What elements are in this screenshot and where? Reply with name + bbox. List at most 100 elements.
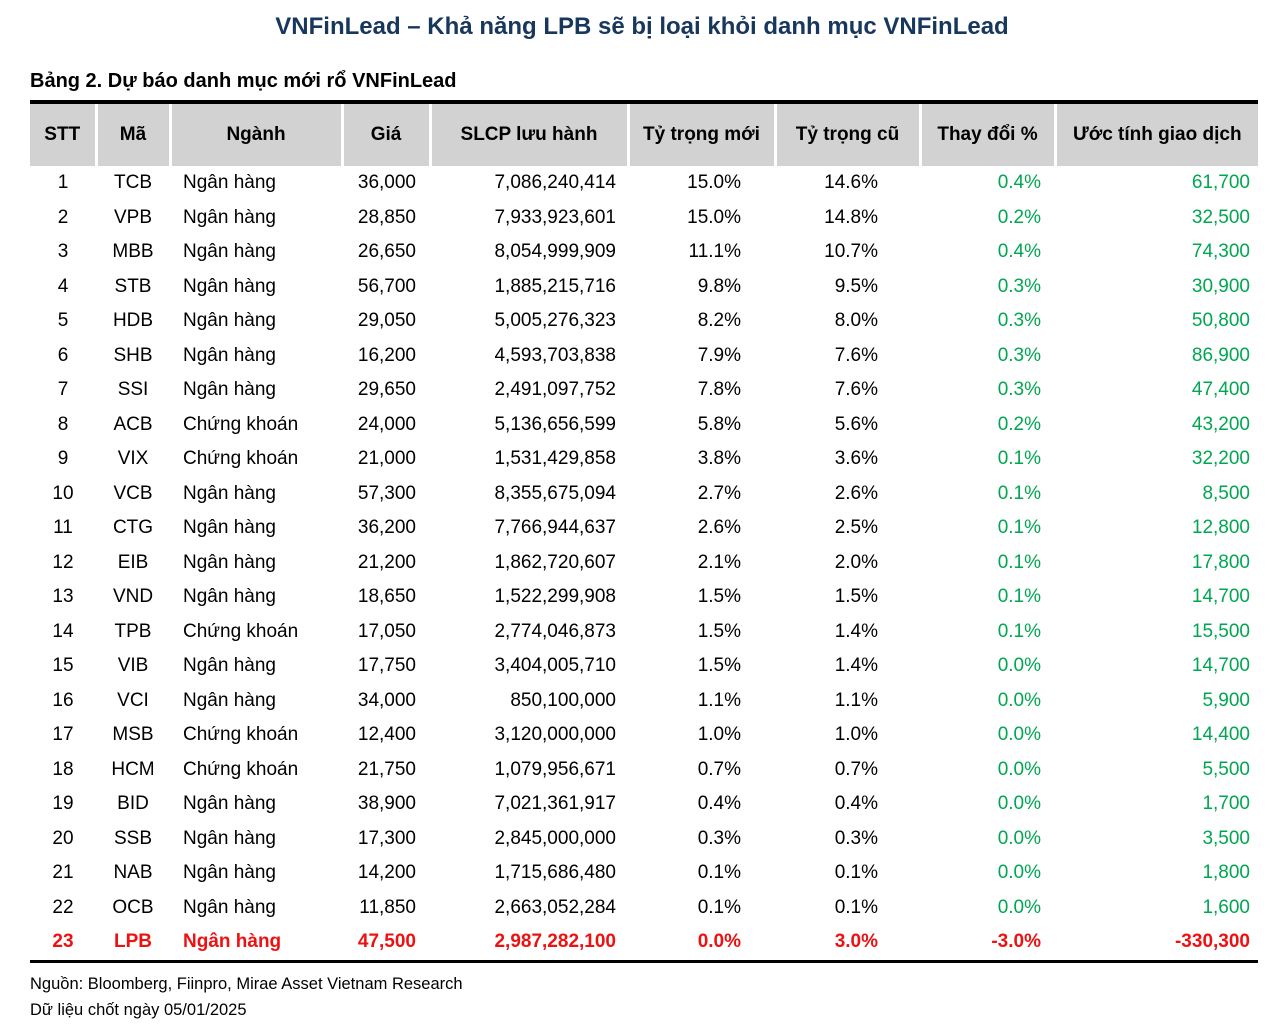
- data-date-note: Dữ liệu chốt ngày 05/01/2025: [30, 1000, 247, 1019]
- cell-shares-outstanding: 2,845,000,000: [494, 827, 616, 849]
- cell-sector: Ngân hàng: [183, 275, 276, 297]
- cell-old-weight: 7.6%: [834, 379, 878, 401]
- data-table: STT Mã Ngành Giá SLCP lưu hành Tỷ trọng …: [30, 104, 1258, 960]
- cell-change-pct: 0.1%: [997, 586, 1041, 608]
- cell-new-weight: 7.8%: [697, 379, 741, 401]
- cell-new-weight: 1.1%: [697, 689, 741, 711]
- cell-estimated-trade: 61,700: [1191, 172, 1250, 194]
- cell-ticker: VPB: [113, 206, 153, 228]
- table-row: 6 SHB Ngân hàng 16,200 4,593,703,838 7.9% 7.6%…: [30, 339, 1258, 374]
- table-row: 23 LPB Ngân hàng 47,500 2,987,282,100 0.0% 3.0…: [30, 925, 1258, 960]
- cell-price: 16,200: [357, 344, 416, 366]
- cell-estimated-trade: 47,400: [1191, 379, 1250, 401]
- cell-estimated-trade: 1,700: [1202, 793, 1250, 815]
- cell-sector: Ngân hàng: [183, 310, 276, 332]
- cell-estimated-trade: 14,700: [1191, 586, 1250, 608]
- cell-estimated-trade: 14,400: [1191, 724, 1250, 746]
- cell-estimated-trade: 5,500: [1202, 758, 1250, 780]
- cell-shares-outstanding: 5,005,276,323: [494, 310, 616, 332]
- table-row: 7 SSI Ngân hàng 29,650 2,491,097,752 7.8% 7.6%…: [30, 373, 1258, 408]
- table-row: 19 BID Ngân hàng 38,900 7,021,361,917 0.4% 0.4…: [30, 787, 1258, 822]
- cell-change-pct: 0.0%: [997, 862, 1041, 884]
- cell-price: 36,200: [357, 517, 416, 539]
- cell-shares-outstanding: 3,120,000,000: [494, 724, 616, 746]
- table-body: 1 TCB Ngân hàng 36,000 7,086,240,414 15.0% 14.…: [30, 166, 1258, 960]
- cell-ticker: MBB: [112, 241, 154, 263]
- cell-price: 17,300: [357, 827, 416, 849]
- cell-price: 47,500: [357, 931, 416, 953]
- footer: Nguồn: Bloomberg, Fiinpro, Mirae Asset V…: [30, 971, 1258, 1023]
- cell-sector: Ngân hàng: [183, 896, 276, 918]
- cell-old-weight: 2.6%: [834, 482, 878, 504]
- cell-estimated-trade: 1,800: [1202, 862, 1250, 884]
- cell-change-pct: 0.3%: [997, 379, 1041, 401]
- cell-old-weight: 3.6%: [834, 448, 878, 470]
- page-title: VNFinLead – Khả năng LPB sẽ bị loại khỏi…: [275, 13, 1009, 40]
- cell-old-weight: 14.6%: [824, 172, 878, 194]
- cell-shares-outstanding: 1,079,956,671: [494, 758, 616, 780]
- cell-ticker: MSB: [112, 724, 154, 746]
- cell-price: 28,850: [357, 206, 416, 228]
- cell-old-weight: 10.7%: [824, 241, 878, 263]
- cell-shares-outstanding: 8,355,675,094: [494, 482, 616, 504]
- cell-new-weight: 1.5%: [697, 586, 741, 608]
- cell-new-weight: 2.7%: [697, 482, 741, 504]
- cell-change-pct: 0.3%: [997, 310, 1041, 332]
- cell-old-weight: 0.1%: [834, 862, 878, 884]
- cell-stt: 20: [52, 827, 74, 849]
- cell-old-weight: 2.0%: [834, 551, 878, 573]
- cell-estimated-trade: 15,500: [1191, 620, 1250, 642]
- cell-price: 12,400: [357, 724, 416, 746]
- cell-shares-outstanding: 7,086,240,414: [494, 172, 616, 194]
- table-row: 18 HCM Chứng khoán 21,750 1,079,956,671 0.7% 0…: [30, 753, 1258, 788]
- table-row: 11 CTG Ngân hàng 36,200 7,766,944,637 2.6% 2.5…: [30, 511, 1258, 546]
- cell-stt: 3: [57, 241, 69, 263]
- cell-change-pct: 0.0%: [997, 724, 1041, 746]
- cell-ticker: VIB: [117, 655, 149, 677]
- table-row: 15 VIB Ngân hàng 17,750 3,404,005,710 1.5% 1.4…: [30, 649, 1258, 684]
- cell-ticker: VND: [112, 586, 154, 608]
- table-row: 21 NAB Ngân hàng 14,200 1,715,686,480 0.1% 0.1…: [30, 856, 1258, 891]
- cell-sector: Ngân hàng: [183, 862, 276, 884]
- cell-estimated-trade: 43,200: [1191, 413, 1250, 435]
- cell-estimated-trade: 8,500: [1202, 482, 1250, 504]
- cell-stt: 15: [52, 655, 74, 677]
- cell-change-pct: 0.0%: [997, 689, 1041, 711]
- cell-stt: 16: [52, 689, 74, 711]
- cell-ticker: HDB: [112, 310, 154, 332]
- cell-ticker: BID: [117, 793, 149, 815]
- cell-estimated-trade: 86,900: [1191, 344, 1250, 366]
- cell-old-weight: 1.4%: [834, 620, 878, 642]
- cell-old-weight: 2.5%: [834, 517, 878, 539]
- cell-price: 36,000: [357, 172, 416, 194]
- cell-old-weight: 3.0%: [834, 931, 878, 953]
- column-header-ticker: Mã: [94, 104, 170, 166]
- cell-new-weight: 0.3%: [697, 827, 741, 849]
- table-row: 1 TCB Ngân hàng 36,000 7,086,240,414 15.0% 14.…: [30, 166, 1258, 201]
- cell-sector: Ngân hàng: [183, 551, 276, 573]
- cell-new-weight: 1.5%: [697, 620, 741, 642]
- cell-change-pct: 0.2%: [997, 206, 1041, 228]
- cell-price: 18,650: [357, 586, 416, 608]
- cell-new-weight: 15.0%: [687, 206, 741, 228]
- cell-shares-outstanding: 8,054,999,909: [494, 241, 616, 263]
- table-row: 13 VND Ngân hàng 18,650 1,522,299,908 1.5% 1.5…: [30, 580, 1258, 615]
- cell-stt: 4: [57, 275, 69, 297]
- cell-ticker: LPB: [114, 931, 152, 953]
- cell-ticker: TCB: [114, 172, 152, 194]
- cell-estimated-trade: 12,800: [1191, 517, 1250, 539]
- cell-new-weight: 0.0%: [697, 931, 741, 953]
- cell-estimated-trade: 32,500: [1191, 206, 1250, 228]
- cell-change-pct: 0.1%: [997, 482, 1041, 504]
- cell-stt: 5: [57, 310, 69, 332]
- cell-ticker: NAB: [113, 862, 153, 884]
- cell-new-weight: 3.8%: [697, 448, 741, 470]
- cell-shares-outstanding: 1,715,686,480: [494, 862, 616, 884]
- cell-ticker: CTG: [112, 517, 154, 539]
- cell-price: 29,050: [357, 310, 416, 332]
- cell-stt: 17: [52, 724, 74, 746]
- cell-shares-outstanding: 1,522,299,908: [494, 586, 616, 608]
- cell-ticker: ACB: [113, 413, 153, 435]
- cell-sector: Ngân hàng: [183, 241, 276, 263]
